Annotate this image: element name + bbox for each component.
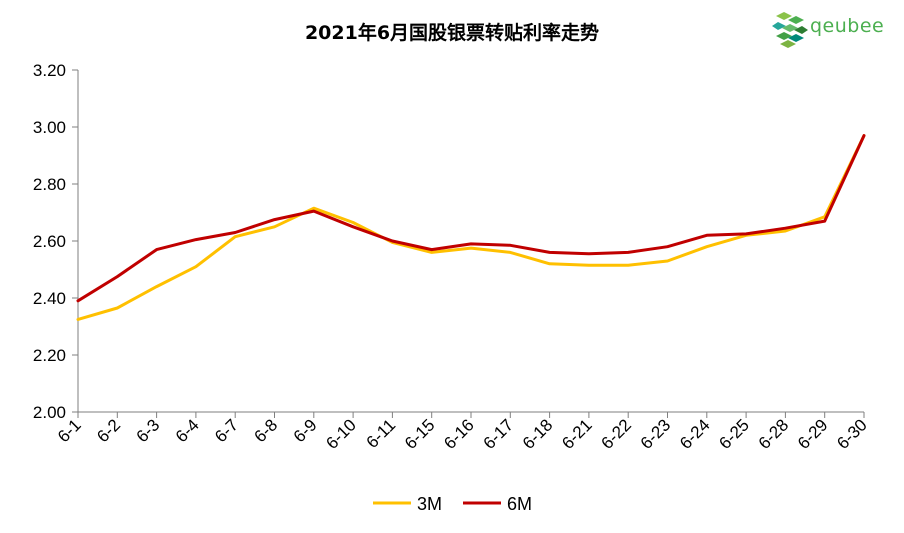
x-tick-label: 6-23: [637, 415, 674, 452]
x-tick-label: 6-15: [401, 415, 438, 452]
x-tick-label: 6-3: [133, 415, 164, 446]
x-tick-label: 6-21: [558, 415, 595, 452]
y-tick-label: 2.80: [33, 175, 66, 194]
y-tick-label: 2.60: [33, 232, 66, 251]
series-line-3m: [76, 134, 866, 321]
y-axis-ticks: 2.00 2.20 2.40 2.60 2.80 3.00 3.20: [33, 61, 78, 422]
x-axis-ticks: 6-1 6-2 6-3 6-4 6-7 6-8 6-9 6-10 6-11 6-15 6-16 6-1…: [54, 412, 871, 453]
x-tick-label: 6-7: [211, 415, 242, 446]
x-tick-label: 6-9: [290, 415, 321, 446]
y-tick-label: 2.40: [33, 289, 66, 308]
y-tick-label: 2.00: [33, 403, 66, 422]
y-tick-label: 3.00: [33, 118, 66, 137]
x-tick-label: 6-18: [519, 415, 556, 452]
x-tick-label: 6-2: [93, 415, 124, 446]
series-lines: [76, 134, 866, 321]
x-tick-label: 6-25: [715, 415, 752, 452]
legend-label-3m: 3M: [417, 494, 442, 514]
x-tick-label: 6-10: [322, 415, 359, 452]
x-tick-label: 6-22: [598, 415, 635, 452]
y-tick-label: 3.20: [33, 61, 66, 80]
x-tick-label: 6-30: [833, 415, 870, 452]
series-line-6m: [76, 134, 866, 303]
x-tick-label: 6-16: [440, 415, 477, 452]
x-tick-label: 6-28: [755, 415, 792, 452]
legend: 3M 6M: [373, 494, 532, 514]
cube-cluster-icon: [772, 12, 808, 48]
qeubee-logo: qeubee: [772, 10, 890, 48]
x-tick-label: 6-11: [363, 415, 400, 452]
x-tick-label: 6-8: [251, 415, 282, 446]
x-tick-label: 6-17: [480, 415, 517, 452]
x-tick-label: 6-4: [172, 415, 203, 446]
y-tick-label: 2.20: [33, 346, 66, 365]
chart-title: 2021年6月国股银票转贴利率走势: [304, 22, 600, 44]
legend-label-6m: 6M: [507, 494, 532, 514]
x-tick-label: 6-29: [794, 415, 831, 452]
x-tick-label: 6-24: [676, 415, 713, 452]
logo-text: qeubee: [810, 15, 885, 37]
